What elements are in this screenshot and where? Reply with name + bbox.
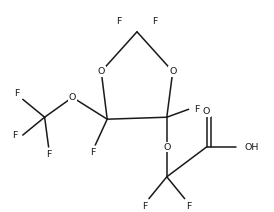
Text: O: O	[69, 93, 76, 102]
Text: O: O	[203, 107, 210, 116]
Text: F: F	[116, 17, 122, 26]
Text: F: F	[186, 202, 191, 211]
Text: O: O	[163, 142, 170, 152]
Text: F: F	[194, 105, 199, 114]
Text: OH: OH	[244, 142, 259, 152]
Text: F: F	[12, 131, 18, 139]
Text: O: O	[169, 67, 176, 76]
Text: O: O	[98, 67, 105, 76]
Text: F: F	[152, 17, 158, 26]
Text: F: F	[91, 148, 96, 158]
Text: F: F	[14, 89, 19, 98]
Text: F: F	[46, 151, 51, 159]
Text: F: F	[142, 202, 148, 211]
